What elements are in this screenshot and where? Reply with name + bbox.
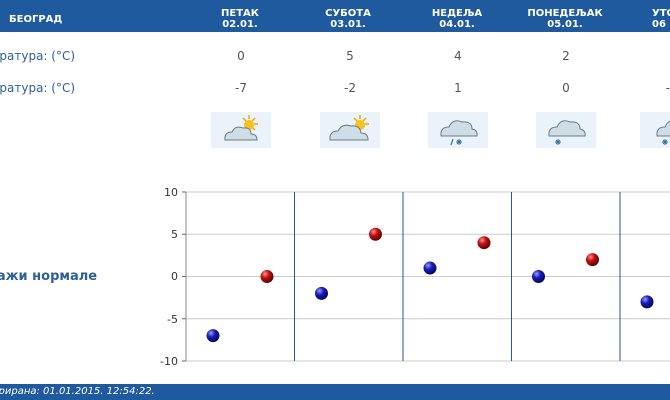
max-temp-point: [260, 270, 274, 283]
show-normals-link[interactable]: кажи нормале: [0, 269, 98, 284]
min-temp-point: [640, 295, 654, 309]
cloud-rain-snow-icon: [428, 112, 488, 148]
y-tick-label: 5: [171, 228, 178, 241]
temperature-chart: 10 5 0 -5 -10: [160, 186, 670, 368]
y-axis-ticks: 10 5 0 -5 -10: [160, 186, 178, 368]
max-temp-value: 0: [237, 49, 245, 63]
day-header-2: СУБОТА 03.01.: [298, 8, 398, 30]
city-name: БЕОГРАД: [9, 14, 63, 25]
cloud-snow-icon: [536, 112, 596, 148]
min-temp-value: -: [665, 81, 670, 95]
day-name: ПЕТАК: [221, 8, 259, 19]
min-temp-point: [532, 270, 545, 283]
max-temp-value: 2: [562, 49, 570, 63]
max-temp-point: [477, 236, 491, 250]
y-tick-label: -10: [160, 355, 178, 368]
chart-points: [206, 227, 654, 343]
partly-cloudy-sun-icon: [211, 112, 271, 148]
min-temp-label: ература: (°C): [0, 81, 76, 95]
min-temp-point: [315, 286, 328, 300]
day-name: НЕДЕЉА: [431, 8, 483, 19]
min-temp-point: [206, 329, 220, 343]
day-name: СУБОТА: [325, 8, 371, 19]
day-date: 06: [652, 19, 666, 30]
day-header-5: УТО 06: [622, 8, 670, 30]
min-temp-point: [423, 261, 437, 275]
max-temp-value: 5: [346, 49, 354, 63]
max-temp-value: 4: [454, 49, 462, 63]
updated-timestamp: ирирана: 01.01.2015. 12:54:22.: [0, 386, 155, 397]
y-tick-label: 0: [171, 270, 178, 283]
day-header-3: НЕДЕЉА 04.01.: [407, 8, 507, 30]
day-date: 03.01.: [330, 19, 366, 30]
max-temp-point: [369, 227, 382, 241]
chart-axes: [182, 191, 621, 362]
max-temp-point: [586, 253, 599, 267]
chart-gridlines: [186, 191, 670, 362]
min-temp-value: -2: [344, 81, 356, 95]
day-date: 04.01.: [439, 19, 475, 30]
day-date: 02.01.: [222, 19, 258, 30]
max-temp-label: ература: (°C): [0, 49, 76, 63]
day-header-4: ПОНЕДЕЉАК 05.01.: [515, 8, 615, 30]
day-name: ПОНЕДЕЉАК: [527, 8, 603, 19]
y-tick-label: 10: [164, 186, 178, 199]
day-name: УТО: [652, 8, 670, 19]
min-temp-value: 0: [562, 81, 570, 95]
partly-cloudy-sun-icon: [320, 112, 380, 148]
forecast-header-bar: [0, 0, 670, 32]
cloud-snow-icon: [640, 112, 670, 148]
day-header-1: ПЕТАК 02.01.: [190, 8, 290, 30]
min-temp-value: 1: [454, 81, 462, 95]
footer-bar: [0, 384, 670, 400]
day-date: 05.01.: [547, 19, 583, 30]
min-temp-value: -7: [235, 81, 247, 95]
y-tick-label: -5: [167, 313, 178, 326]
